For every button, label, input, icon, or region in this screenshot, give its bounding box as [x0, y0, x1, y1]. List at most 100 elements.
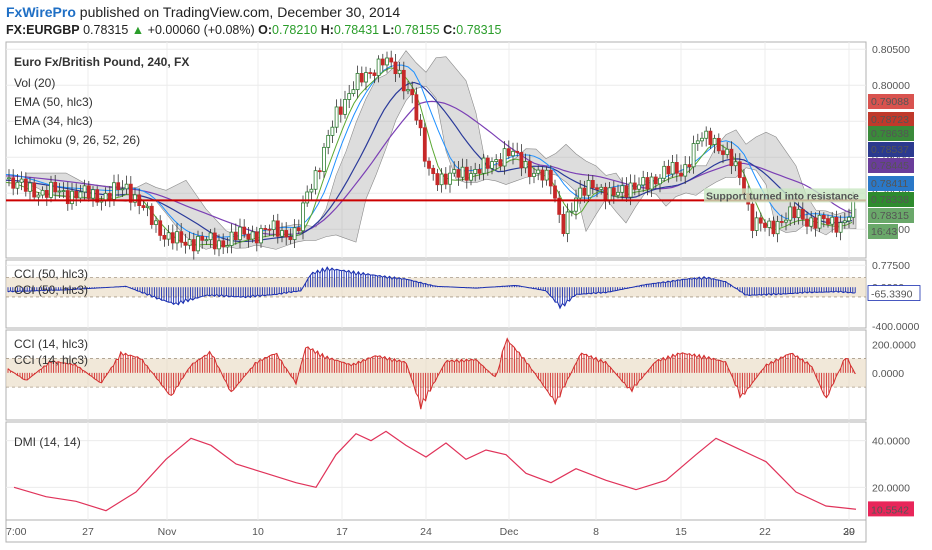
x-tick-label: 24	[420, 526, 432, 538]
candle-body	[595, 187, 599, 190]
price-tag	[868, 224, 898, 239]
candle-body	[145, 205, 150, 208]
candle-body	[443, 173, 448, 185]
candle-body	[11, 177, 16, 189]
price-tag	[868, 142, 914, 157]
candle-body	[128, 183, 133, 203]
candle-body	[729, 148, 734, 167]
candle-body	[233, 231, 238, 241]
candle-body	[628, 182, 633, 198]
candle-body	[49, 181, 53, 198]
candle-body	[422, 127, 427, 162]
symbol[interactable]: FX:EURGBP	[6, 23, 80, 37]
candle-body	[410, 89, 415, 96]
candle-body	[553, 185, 557, 199]
candle-body	[364, 72, 368, 83]
candle-body	[368, 72, 373, 74]
candle-body	[788, 206, 793, 221]
up-arrow-icon: ▲	[131, 23, 145, 37]
x-tick-label: 8	[593, 526, 599, 538]
ema-50-line	[5, 100, 853, 236]
candle-body	[170, 232, 175, 244]
candle-body	[498, 159, 503, 167]
candle-body	[82, 185, 87, 193]
candle-body	[95, 189, 100, 203]
candle-body	[851, 199, 856, 218]
candle-body	[36, 194, 41, 198]
x-tick-label: 10	[252, 526, 264, 538]
candle-body	[830, 216, 835, 225]
dmi-label: DMI (14, 14)	[14, 435, 81, 449]
candle-body	[540, 169, 545, 181]
cci-label: CCI (14, hlc3)	[14, 353, 88, 367]
candle-body	[32, 182, 37, 198]
price-tag-label: 0.78537	[871, 144, 909, 156]
candle-body	[502, 148, 507, 167]
candle-body	[775, 221, 780, 235]
candle-body	[116, 182, 121, 190]
candle-body	[658, 177, 662, 185]
dmi-last-tag	[868, 501, 914, 517]
candle-body	[578, 187, 583, 199]
candle-body	[737, 161, 742, 178]
cci-last-tag	[867, 285, 921, 301]
candle-body	[464, 166, 469, 181]
brand-link[interactable]: FxWirePro	[6, 4, 76, 20]
y-tick-label: 200.0000	[872, 339, 916, 351]
x-tick-label: Dec	[500, 526, 519, 538]
candle-body	[124, 183, 129, 190]
price-tag	[868, 192, 914, 207]
candle-body	[599, 186, 604, 190]
candle-body	[86, 185, 91, 199]
price-tag-label: 0.78411	[871, 178, 908, 190]
candle-body	[557, 197, 562, 215]
close-label: C:	[443, 23, 457, 37]
candle-body	[284, 230, 289, 238]
candle-body	[624, 185, 629, 198]
candle-body	[229, 231, 234, 246]
candle-body	[569, 210, 574, 213]
candle-body	[254, 231, 259, 244]
candle-body	[208, 232, 213, 241]
candle-body	[242, 226, 247, 235]
candle-body	[57, 190, 62, 193]
candle-body	[813, 217, 818, 229]
candle-body	[166, 232, 171, 240]
candle-body	[469, 173, 473, 181]
candle-body	[527, 161, 532, 177]
open-label: O:	[258, 23, 273, 37]
price-tag-label: 0.78338	[871, 194, 909, 206]
candle-body	[645, 177, 650, 190]
candle-body	[65, 190, 70, 205]
cci-line	[7, 266, 856, 310]
indicator-label: EMA (50, hlc3)	[14, 95, 93, 109]
candle-body	[494, 159, 499, 163]
candle-body	[481, 157, 486, 174]
candle-body	[817, 214, 822, 229]
candle-body	[238, 226, 242, 241]
candle-body	[565, 211, 570, 234]
candle-body	[418, 119, 423, 129]
cci-label: CCI (50, hlc3)	[14, 267, 88, 281]
candle-body	[217, 240, 221, 250]
candle-body	[196, 235, 200, 252]
candle-body	[280, 230, 284, 237]
candle-body	[187, 239, 192, 246]
candle-body	[763, 222, 767, 228]
candle-body	[603, 186, 608, 202]
candle-body	[456, 169, 461, 178]
candle-body	[700, 137, 704, 142]
candle-body	[796, 208, 801, 218]
y-tick-label: 40.0000	[872, 436, 910, 448]
candle-body	[679, 172, 683, 177]
candle-body	[200, 235, 205, 241]
low-label: L:	[382, 23, 395, 37]
candle-body	[275, 220, 280, 237]
y-tick-label: 0.80000	[872, 80, 910, 92]
candle-body	[641, 177, 646, 186]
annotation-bg	[704, 188, 866, 203]
candle-body	[838, 222, 843, 233]
candle-body	[674, 162, 679, 174]
candle-body	[586, 179, 591, 196]
